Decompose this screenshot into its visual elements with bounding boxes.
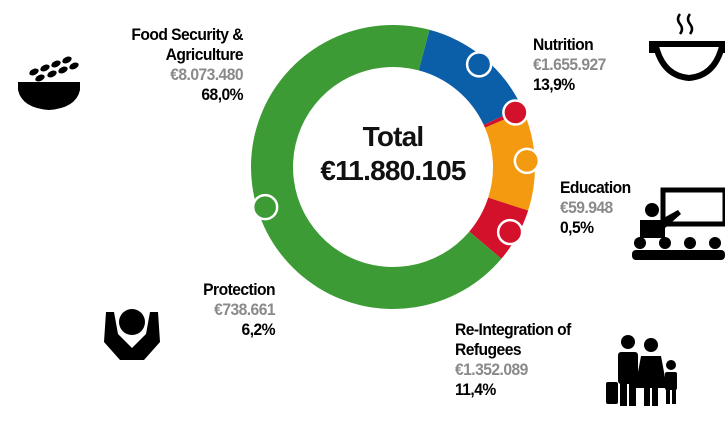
donut-slice bbox=[418, 29, 522, 125]
donut-slice bbox=[250, 24, 502, 309]
share-label: 6,2% bbox=[241, 320, 276, 339]
slice-marker bbox=[502, 99, 529, 126]
slice-label: Re-Integration of Refugees €1.352.089 11,4… bbox=[455, 320, 593, 400]
soup-bowl-icon bbox=[649, 13, 725, 82]
slice-marker bbox=[513, 147, 541, 175]
slice-marker bbox=[496, 218, 524, 246]
donut-slice bbox=[484, 111, 535, 211]
category-label: Education bbox=[560, 178, 631, 197]
center-label: Total €11.880.105 bbox=[293, 120, 493, 188]
family-icon bbox=[606, 335, 677, 406]
total-value: €11.880.105 bbox=[320, 155, 466, 186]
amount-label: €8.073.480 bbox=[170, 65, 243, 84]
category-label: Nutrition bbox=[533, 35, 594, 54]
amount-label: €1.352.089 bbox=[455, 360, 528, 379]
amount-label: €738.661 bbox=[214, 300, 275, 319]
amount-label: €59.948 bbox=[560, 198, 613, 217]
share-label: 68,0% bbox=[201, 85, 243, 104]
slice-label: Food Security & Agriculture €8.073.480 68,… bbox=[96, 25, 243, 105]
grain-bowl-icon bbox=[18, 56, 80, 110]
amount-label: €1.655.927 bbox=[533, 55, 606, 74]
share-label: 0,5% bbox=[560, 218, 594, 237]
slice-marker bbox=[465, 51, 493, 78]
protection-icon bbox=[104, 309, 160, 360]
share-label: 13,9% bbox=[533, 75, 575, 94]
classroom-icon bbox=[632, 187, 725, 260]
slice-label: Education €59.948 0,5% bbox=[560, 178, 661, 238]
category-label: Protection bbox=[203, 280, 275, 299]
slice-label: Protection €738.661 6,2% bbox=[155, 280, 275, 340]
total-title: Total bbox=[362, 121, 425, 152]
share-label: 11,4% bbox=[455, 380, 496, 399]
category-label: Food Security & Agriculture bbox=[131, 25, 243, 64]
slice-label: Nutrition €1.655.927 13,9% bbox=[533, 35, 643, 95]
category-label: Re-Integration of Refugees bbox=[455, 320, 571, 359]
slice-marker bbox=[251, 193, 279, 221]
